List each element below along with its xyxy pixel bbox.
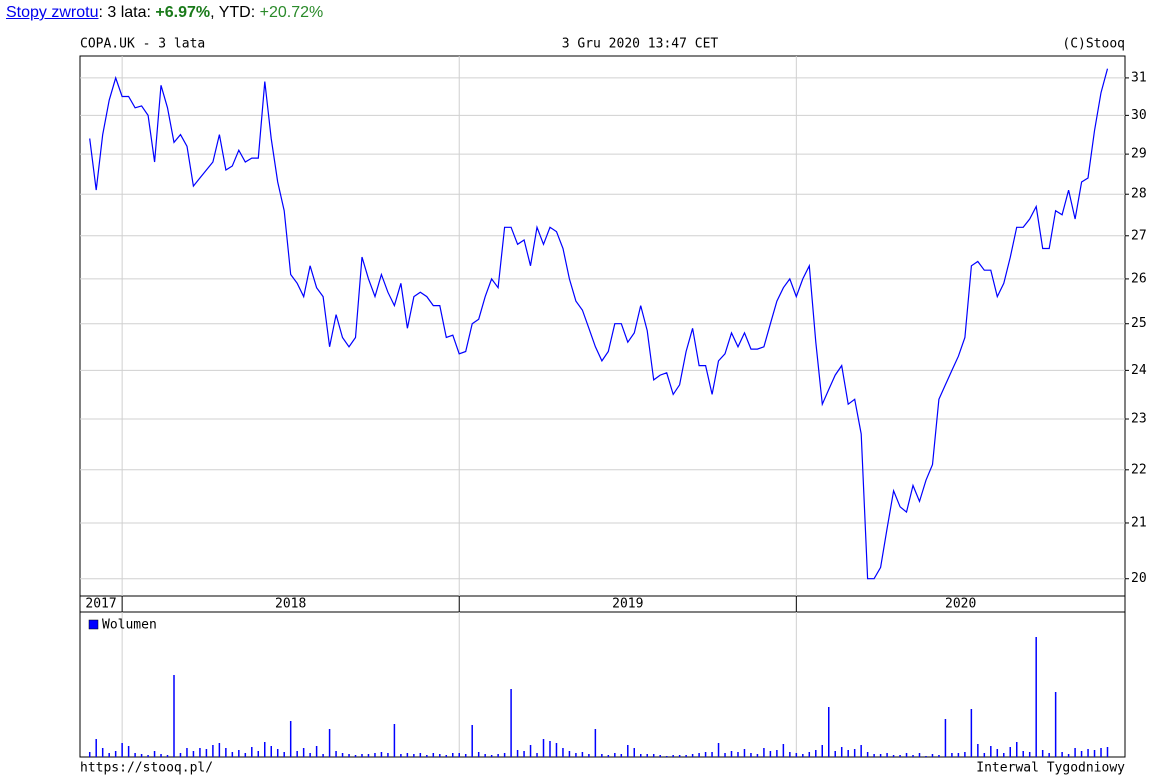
y-tick-label: 31: [1131, 70, 1147, 85]
x-tick-label: 2018: [275, 597, 306, 612]
y-tick-label: 24: [1131, 363, 1147, 378]
chart-title: COPA.UK - 3 lata: [80, 37, 205, 52]
price-panel: [79, 55, 1126, 597]
x-tick-label: 2019: [612, 597, 643, 612]
returns-bar: Stopy zwrotu: 3 lata: +6.97%, YTD: +20.7…: [6, 4, 323, 22]
price-line: [89, 68, 1109, 580]
returns-link[interactable]: Stopy zwrotu: [6, 4, 99, 21]
ytd-return: +20.72%: [259, 4, 324, 21]
footer-interval: Interwal Tygodniowy: [976, 761, 1125, 776]
x-tick-label: 2017: [85, 597, 116, 612]
period-label: : 3 lata:: [98, 4, 156, 21]
y-tick-label: 25: [1131, 316, 1147, 331]
y-tick-label: 30: [1131, 108, 1147, 123]
volume-panel: [79, 611, 1126, 758]
y-tick-label: 28: [1131, 187, 1147, 202]
period-return: +6.97%: [155, 4, 211, 21]
chart-date: 3 Gru 2020 13:47 CET: [562, 37, 719, 52]
y-tick-label: 23: [1131, 412, 1147, 427]
chart-source: (C)Stooq: [1062, 37, 1125, 52]
legend-label: Wolumen: [102, 618, 157, 633]
x-tick-label: 2020: [945, 597, 976, 612]
y-tick-label: 29: [1131, 147, 1147, 162]
y-tick-label: 21: [1131, 515, 1147, 530]
y-tick-label: 26: [1131, 271, 1147, 286]
ytd-label: , YTD:: [210, 4, 260, 21]
y-tick-label: 22: [1131, 462, 1147, 477]
y-tick-label: 20: [1131, 571, 1147, 586]
footer-url: https://stooq.pl/: [80, 761, 213, 776]
legend-swatch: [88, 619, 99, 630]
y-tick-label: 27: [1131, 228, 1147, 243]
